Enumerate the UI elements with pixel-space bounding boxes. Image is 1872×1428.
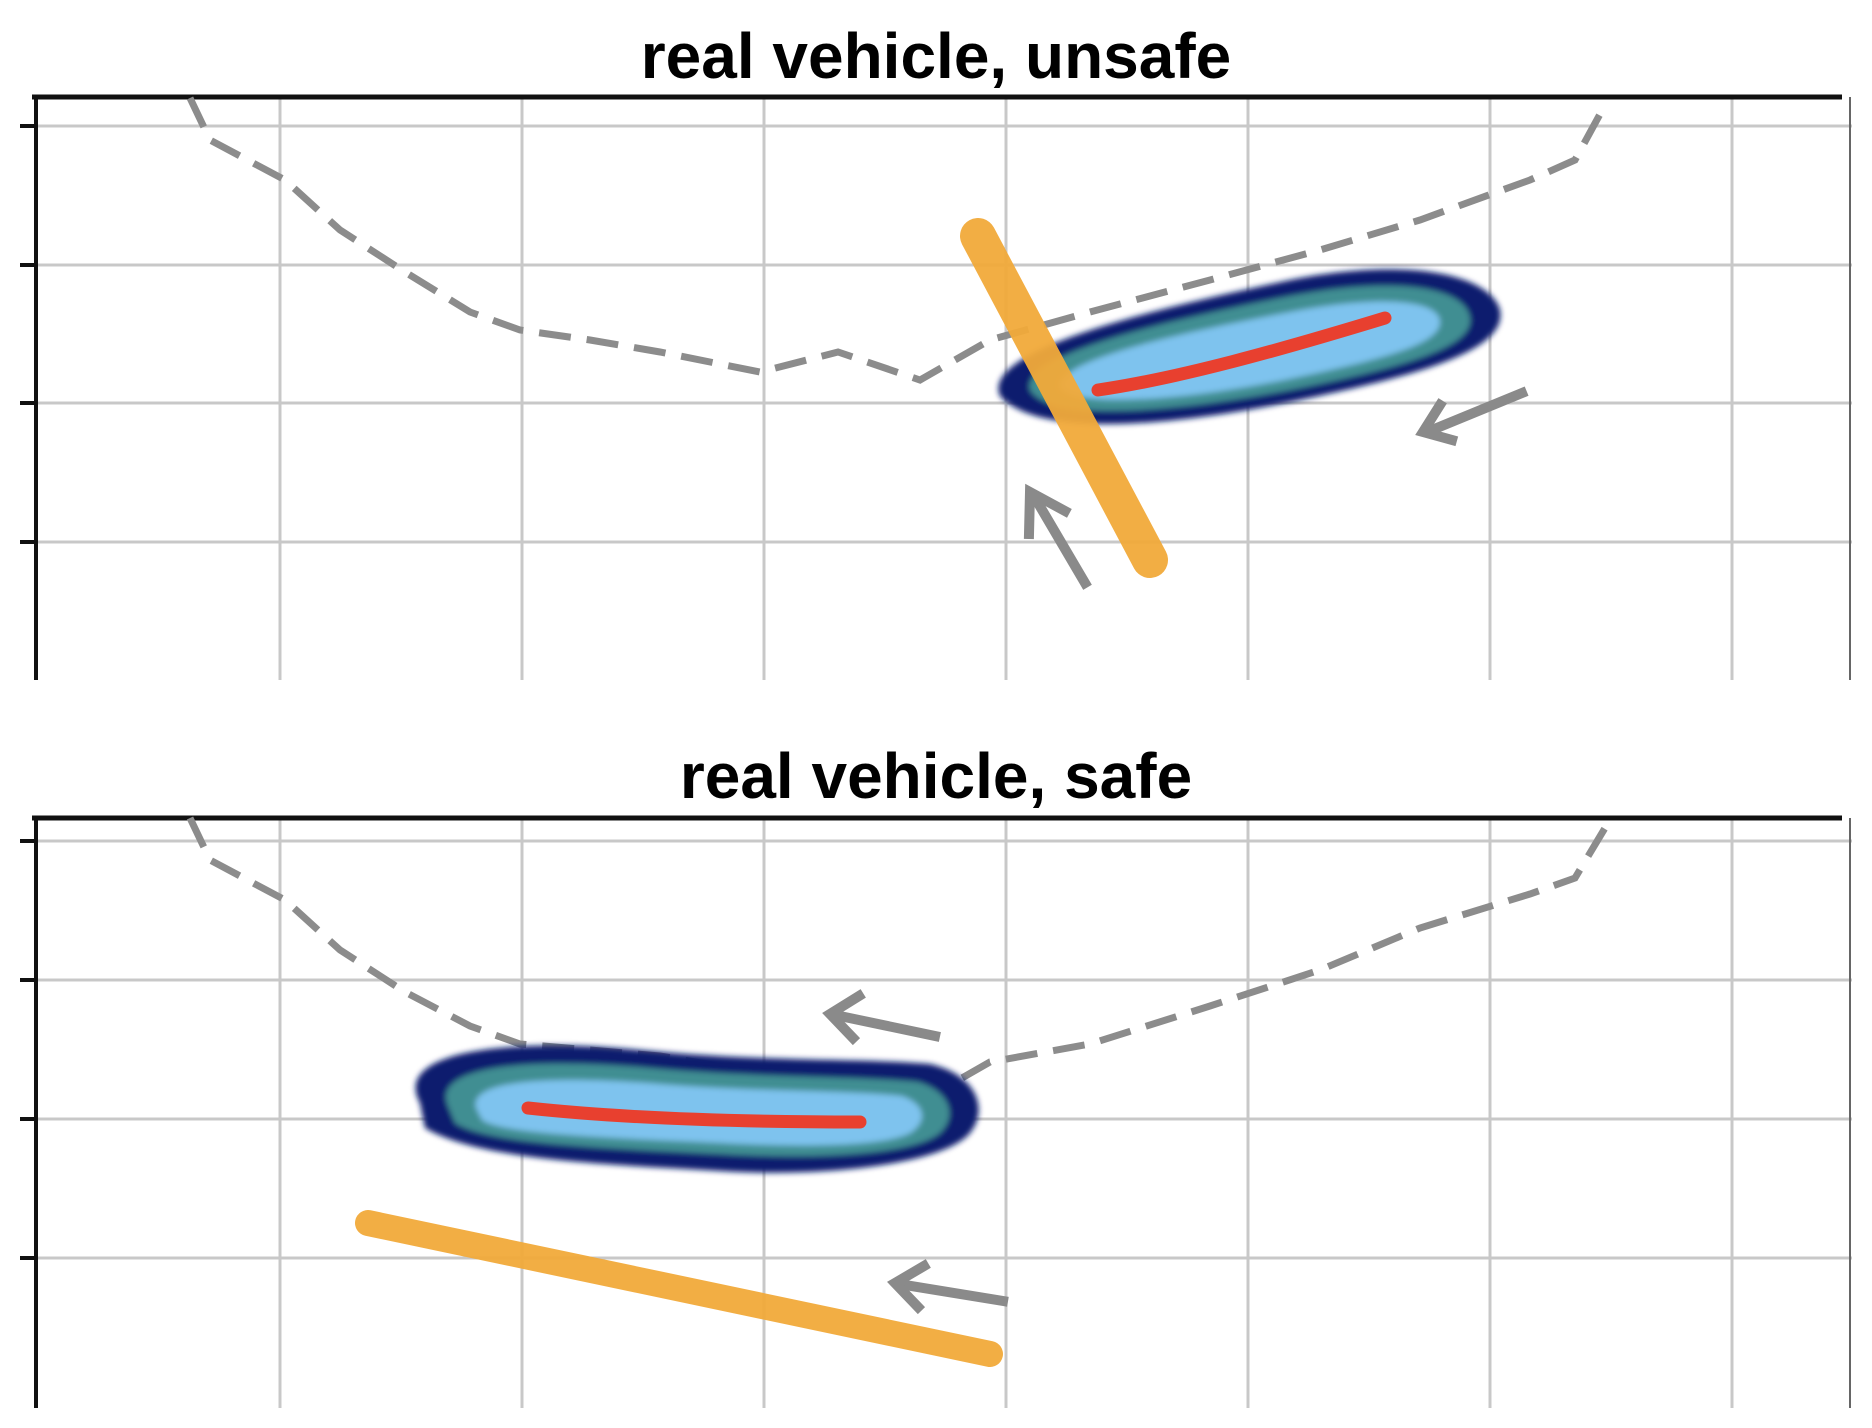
predicted-occupancy-region [415,1045,979,1173]
arrow-icon [1415,386,1529,447]
panel-title-safe: real vehicle, safe [679,740,1193,812]
road-boundary-dashed [186,816,1609,1106]
y-ticks [20,839,36,1260]
scene-panel-unsafe [20,94,1852,680]
scene-panel-safe [20,815,1852,1408]
other-vehicle-bar [960,218,1168,578]
ego-predicted-path [521,1101,867,1129]
ego-predicted-path [1091,311,1392,397]
axes-frame [32,815,1851,1408]
road-boundary-dashed [186,96,1609,384]
y-ticks [20,124,36,544]
arrow-icon [822,989,941,1046]
panel-title-unsafe: real vehicle, unsafe [640,20,1232,92]
axes-frame [32,94,1851,680]
grid [38,98,1852,680]
arrow-icon [887,1259,1009,1315]
occupancy-inner-contour [475,1079,923,1146]
arrow-icon [1023,483,1092,590]
other-vehicle-bar [355,1210,1003,1367]
